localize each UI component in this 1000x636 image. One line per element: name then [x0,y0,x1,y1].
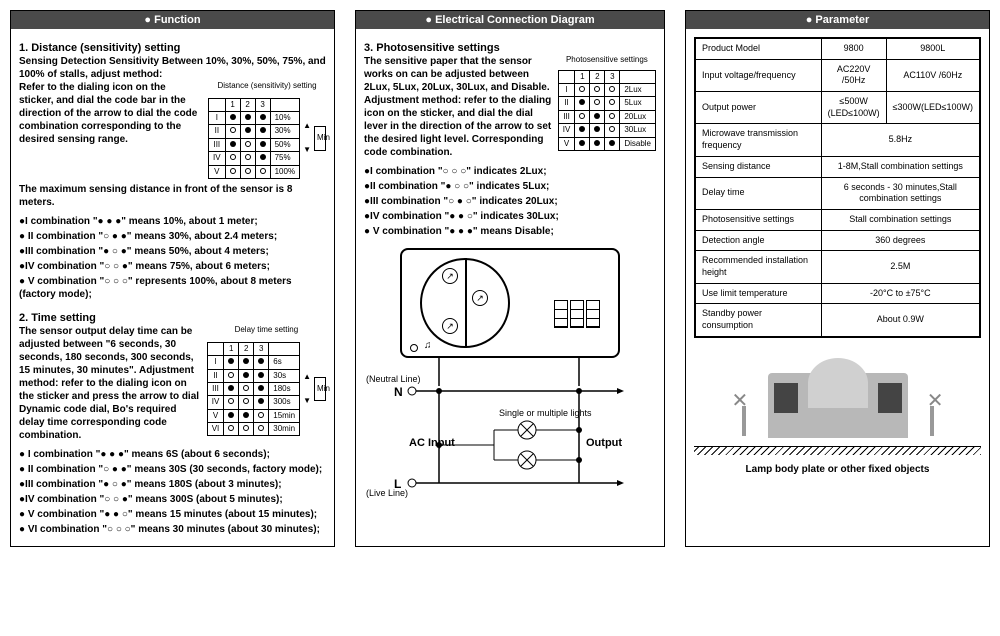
sensor-dome [420,258,510,348]
time-title: 2. Time setting [19,311,326,325]
min-icon: Min [314,377,326,401]
wiring-diagram: (Neutral Line) N (Live Line) L [364,358,654,508]
bullet-item: ●III combination "○ ● ○" indicates 20Lux… [364,195,656,208]
distance-table-wrap: Distance (sensitivity) setting 123I10%II… [208,81,326,183]
min-icon: Min [314,126,326,150]
photo-text: The sensitive paper that the sensor work… [364,55,552,159]
parameter-header: ● Parameter [686,11,989,29]
photo-table-wrap: Photosensitive settings 123I2LuxII5LuxII… [558,55,656,155]
bullet-item: ● II combination "○ ● ●" means 30S (30 s… [19,463,326,476]
lights-label: Single or multiple lights [499,408,592,418]
terminal-block [774,383,798,413]
parameter-panel: ● Parameter Product Model98009800LInput … [685,10,990,547]
sensor-diagram: ↗ ↗ ↗ ♫ (Neutral Line) N [364,248,656,508]
sensor-illustration: ✕ ✕ [694,358,981,455]
dip-switches [554,300,600,328]
bullet-item: ●IV combination "○ ○ ●" means 75%, about… [19,260,326,273]
live-label: (Live Line) [366,488,408,498]
photo-title: 3. Photosensitive settings [364,41,656,55]
bullet-item: ●IV combination "○ ○ ●" means 300S (abou… [19,493,326,506]
time-text: The sensor output delay time can be adju… [19,325,201,442]
photo-table: 123I2LuxII5LuxIII20LuxIV30LuxVDisable [558,70,656,151]
bullet-item: ● V combination "● ● ●" means Disable; [364,225,656,238]
function-panel: ● Function 1. Distance (sensitivity) set… [10,10,335,547]
bullet-item: ●III combination "● ○ ●" means 180S (abo… [19,478,326,491]
bullet-item: ●IV combination "● ● ○" indicates 30Lux; [364,210,656,223]
connection-panel: ● Electrical Connection Diagram 3. Photo… [355,10,665,547]
bullet-item: ●I combination "● ● ●" means 10%, about … [19,215,326,228]
distance-tail: The maximum sensing distance in front of… [19,183,326,209]
function-header: ● Function [11,11,334,29]
bullet-item: ● V combination "○ ○ ○" represents 100%,… [19,275,326,301]
l-label: L [394,477,401,491]
bullet-item: ● V combination "● ● ○" means 15 minutes… [19,508,326,521]
bullet-item: ●II combination "● ○ ○" indicates 5Lux; [364,180,656,193]
delay-table-wrap: Delay time setting 123I6sII30sIII180sIV3… [207,325,326,440]
sensor-dome-icon [808,358,868,408]
bullet-item: ● VI combination "○ ○ ○" means 30 minute… [19,523,326,536]
n-label: N [394,385,403,399]
ac-input-label: AC Input [409,437,455,449]
page-container: ● Function 1. Distance (sensitivity) set… [10,10,1000,547]
neutral-label: (Neutral Line) [366,374,421,384]
screw-icon: ✕ [732,388,749,414]
bullet-item: ● I combination "● ● ●" means 6S (about … [19,448,326,461]
connection-header: ● Electrical Connection Diagram [356,11,664,29]
bullet-item: ●III combination "● ○ ●" means 50%, abou… [19,245,326,258]
illustration-caption: Lamp body plate or other fixed objects [694,463,981,476]
time-bullets: ● I combination "● ● ●" means 6S (about … [19,448,326,536]
distance-table: 123I10%II30%III50%IV75%V100% [208,98,300,179]
output-label: Output [586,437,622,449]
distance-bullets: ●I combination "● ● ●" means 10%, about … [19,215,326,301]
sensor-box: ↗ ↗ ↗ ♫ [400,248,620,358]
distance-text: Refer to the dialing icon on the sticker… [19,81,202,146]
parameter-table: Product Model98009800LInput voltage/freq… [694,37,981,338]
photo-bullets: ●I combination "○ ○ ○" indicates 2Lux; ●I… [364,165,656,238]
bullet-item: ● II combination "○ ● ●" means 30%, abou… [19,230,326,243]
bullet-item: ●I combination "○ ○ ○" indicates 2Lux; [364,165,656,178]
distance-title: 1. Distance (sensitivity) setting [19,41,326,55]
terminal-block [878,383,902,413]
distance-intro: Sensing Detection Sensitivity Between 10… [19,55,326,81]
delay-table: 123I6sII30sIII180sIV300sV15minVI30min [207,342,300,437]
